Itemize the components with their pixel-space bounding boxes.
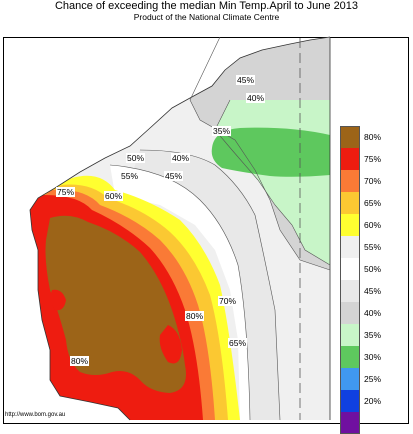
map-subtitle: Product of the National Climate Centre <box>133 12 280 22</box>
legend-swatch <box>340 302 360 324</box>
legend-label: 20% <box>364 396 382 406</box>
legend-swatch <box>340 280 360 302</box>
legend-swatch <box>340 324 360 346</box>
contour-label: 50% <box>126 153 146 163</box>
contour-label: 35% <box>212 126 232 136</box>
legend-label: 50% <box>364 264 382 274</box>
legend-item: 30% <box>340 346 398 368</box>
legend-item: 35% <box>340 324 398 346</box>
map-title: Chance of exceeding the median Min Temp.… <box>54 0 359 12</box>
legend-item: 25% <box>340 368 398 390</box>
legend-swatch <box>340 368 360 390</box>
legend-swatch <box>340 148 360 170</box>
legend-label: 25% <box>364 374 382 384</box>
legend-label: 70% <box>364 176 382 186</box>
legend-item: 70% <box>340 170 398 192</box>
legend: 80% 75% 70% 65% 60% 55% 50% 45% 40% 35% … <box>340 126 398 434</box>
legend-label: 45% <box>364 286 382 296</box>
contour-label: 45% <box>236 75 256 85</box>
legend-swatch <box>340 346 360 368</box>
zone-80 <box>45 215 186 393</box>
legend-swatch <box>340 412 360 434</box>
legend-label: 40% <box>364 308 382 318</box>
legend-item: 60% <box>340 214 398 236</box>
contour-label: 40% <box>171 153 191 163</box>
legend-label: 65% <box>364 198 382 208</box>
source-credit: http://www.bom.gov.au <box>5 412 66 418</box>
legend-swatch <box>340 170 360 192</box>
legend-item: 45% <box>340 280 398 302</box>
coastline <box>29 36 331 421</box>
legend-label: 75% <box>364 154 382 164</box>
legend-item: 75% <box>340 148 398 170</box>
legend-swatch <box>340 236 360 258</box>
legend-label: 55% <box>364 242 382 252</box>
legend-item: 40% <box>340 302 398 324</box>
legend-item: 20% <box>340 390 398 412</box>
legend-label: 30% <box>364 352 382 362</box>
contour-label: 80% <box>70 356 90 366</box>
legend-swatch <box>340 258 360 280</box>
legend-item <box>340 412 398 434</box>
legend-swatch <box>340 390 360 412</box>
contour-label: 60% <box>104 191 124 201</box>
legend-label: 35% <box>364 330 382 340</box>
contour-label: 45% <box>164 171 184 181</box>
legend-item: 65% <box>340 192 398 214</box>
legend-swatch <box>340 126 360 148</box>
legend-label: 80% <box>364 132 382 142</box>
legend-label: 60% <box>364 220 382 230</box>
contour-label: 70% <box>218 296 238 306</box>
legend-swatch <box>340 192 360 214</box>
contour-label: 65% <box>228 338 248 348</box>
zone-75-west <box>50 289 66 311</box>
contour-label: 80% <box>185 311 205 321</box>
zone-45 <box>130 150 280 420</box>
legend-item: 50% <box>340 258 398 280</box>
zone-75-pocket <box>159 325 182 364</box>
contour-label: 55% <box>120 171 140 181</box>
legend-item: 80% <box>340 126 398 148</box>
zone-30 <box>211 127 330 177</box>
contour-label: 75% <box>56 187 76 197</box>
legend-item: 55% <box>340 236 398 258</box>
zone-50 <box>110 165 250 420</box>
legend-swatch <box>340 214 360 236</box>
contour-label: 40% <box>246 93 266 103</box>
